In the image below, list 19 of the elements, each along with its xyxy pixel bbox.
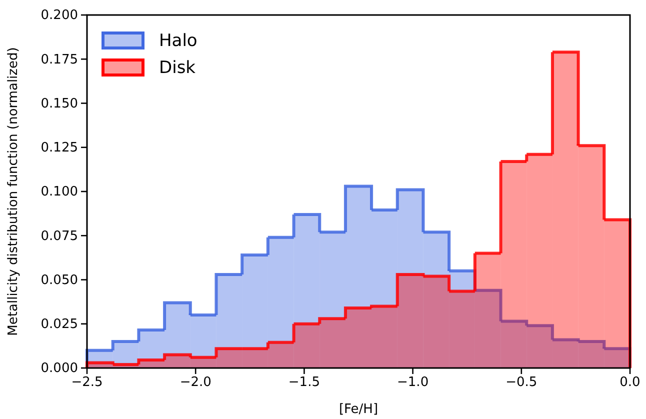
- x-tick-label: 0.0: [620, 375, 640, 390]
- x-tick-label: −2.0: [180, 375, 212, 390]
- y-tick-label: 0.050: [40, 272, 78, 288]
- y-tick-label: 0.100: [40, 184, 78, 200]
- y-axis-title: Metallicity distribution function (normalized): [6, 47, 21, 336]
- y-tick-label: 0.075: [40, 228, 78, 244]
- y-tick-label: 0.125: [40, 140, 78, 156]
- legend-label: Halo: [159, 31, 198, 51]
- y-tick-label: 0.000: [40, 361, 78, 376]
- y-tick-label: 0.175: [40, 52, 78, 68]
- x-tick-label: −1.0: [397, 375, 429, 390]
- y-tick-label: 0.200: [40, 8, 78, 24]
- x-tick-label: −1.5: [288, 375, 320, 390]
- x-axis-title: [Fe/H]: [338, 402, 378, 417]
- x-tick-label: −2.5: [71, 375, 103, 390]
- y-tick-label: 0.150: [40, 96, 78, 112]
- y-tick-label: 0.025: [40, 317, 78, 332]
- legend-label: Disk: [159, 58, 196, 78]
- x-tick-label: −0.5: [506, 375, 538, 390]
